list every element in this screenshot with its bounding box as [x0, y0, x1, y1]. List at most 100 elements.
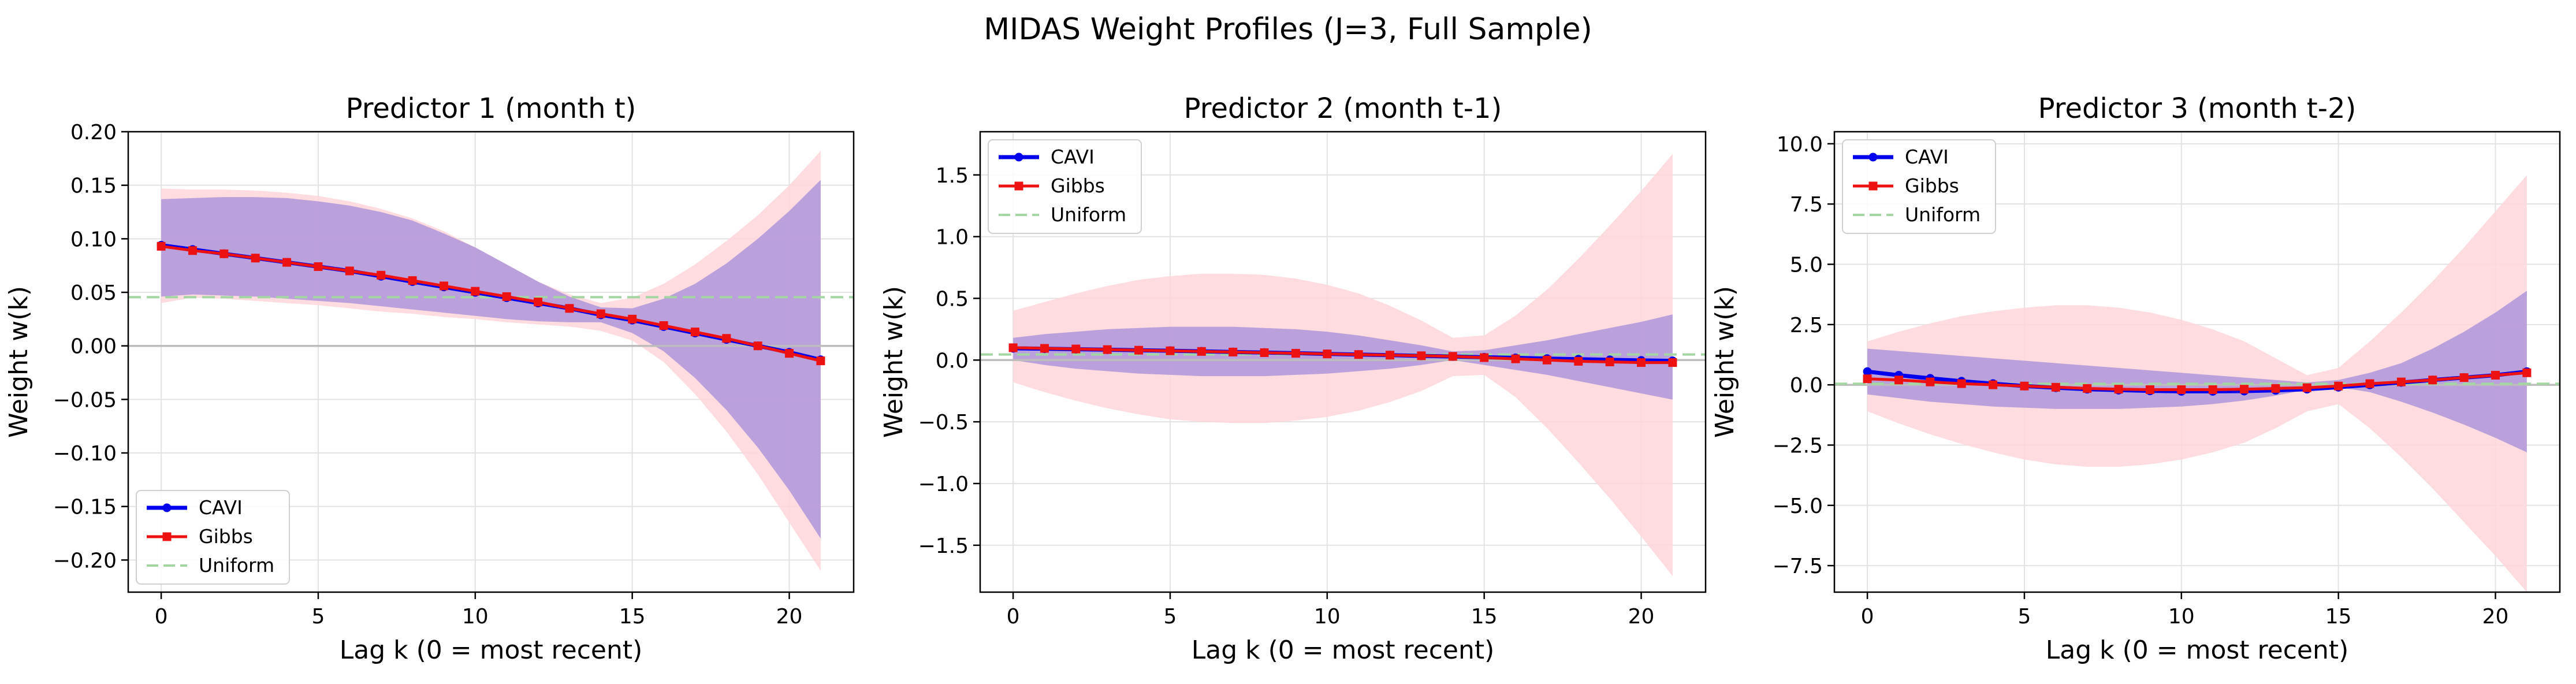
y-tick-label: 5.0	[1790, 254, 1823, 277]
gibbs-point	[157, 241, 166, 251]
x-axis-label: Lag k (0 = most recent)	[2046, 635, 2349, 665]
gibbs-point	[1008, 343, 1018, 352]
gibbs-point	[2459, 373, 2469, 382]
y-axis-label: Weight w(k)	[4, 286, 33, 438]
x-tick-label: 10	[1314, 605, 1341, 629]
gibbs-point	[785, 349, 794, 358]
x-tick-label: 0	[1861, 605, 1874, 629]
y-tick-label: 10.0	[1777, 133, 1823, 157]
x-tick-label: 20	[776, 605, 803, 629]
y-tick-label: 1.0	[936, 226, 969, 250]
gibbs-point	[690, 328, 699, 337]
plot-area	[1834, 175, 2560, 592]
x-tick-label: 10	[2168, 605, 2195, 629]
x-tick-label: 0	[155, 605, 168, 629]
gibbs-point	[596, 309, 605, 318]
gibbs-series-line	[1867, 371, 2527, 391]
legend-label: CAVI	[199, 496, 243, 519]
gibbs-point	[502, 292, 511, 301]
legend-label: Uniform	[199, 554, 274, 577]
gibbs-point	[1926, 377, 1935, 386]
gibbs-point	[2240, 385, 2249, 394]
legend-label: CAVI	[1905, 146, 1949, 168]
x-tick-label: 20	[2482, 605, 2509, 629]
y-tick-label: 0.20	[70, 121, 117, 144]
y-tick-label: 1.5	[936, 164, 969, 188]
panel-title: Predictor 1 (month t)	[346, 92, 636, 125]
cavi-credible-band	[1867, 291, 2527, 452]
y-tick-label: 0.00	[70, 335, 117, 359]
gibbs-point	[219, 249, 229, 258]
axes-frame	[1833, 131, 2561, 593]
y-tick-label: 7.5	[1790, 193, 1823, 217]
gibbs-point	[2145, 385, 2154, 394]
legend-gibbs-marker	[162, 532, 172, 541]
y-tick-label: −5.0	[1773, 495, 1823, 518]
plot-area	[128, 151, 854, 571]
legend-label: Gibbs	[199, 525, 253, 548]
y-tick-label: 0.10	[70, 228, 117, 251]
y-tick-label: 0.0	[936, 349, 969, 373]
gibbs-point	[2365, 379, 2374, 388]
gibbs-point	[1134, 345, 1144, 355]
gibbs-point	[1480, 353, 1489, 362]
gibbs-point	[2051, 382, 2060, 392]
y-tick-label: 0.5	[936, 287, 969, 311]
gibbs-point	[2334, 381, 2343, 391]
x-tick-label: 5	[311, 605, 325, 629]
gibbs-point	[1989, 380, 1998, 389]
gibbs-point	[2396, 377, 2406, 386]
x-axis-label: Lag k (0 = most recent)	[1192, 635, 1495, 665]
chart-panel-2: 0 5 10 15 20 −1.5 −1.0 −0.5 0.0 0.5 1.0 1.5 Predicto…	[879, 92, 1707, 665]
gibbs-series-line	[1013, 346, 1673, 365]
gibbs-point	[2271, 384, 2280, 393]
legend: CAVI Gibbs Uniform	[1842, 139, 1996, 234]
gibbs-point	[2208, 385, 2217, 394]
plot-area	[980, 154, 1706, 577]
gibbs-point	[282, 258, 292, 267]
gibbs-point	[314, 262, 323, 272]
gibbs-point	[1323, 350, 1332, 359]
gibbs-point	[1071, 344, 1081, 354]
gibbs-point	[345, 266, 354, 276]
x-tick-label: 15	[1471, 605, 1498, 629]
y-tick-label: −0.10	[53, 442, 117, 466]
legend-label: Gibbs	[1051, 174, 1105, 197]
gibbs-point	[659, 321, 668, 330]
legend-cavi-marker	[1014, 153, 1023, 162]
gibbs-point	[2114, 385, 2123, 394]
y-tick-label: −2.5	[1773, 434, 1823, 458]
gibbs-point	[188, 246, 197, 255]
gibbs-point	[2522, 368, 2532, 377]
x-tick-label: 20	[1628, 605, 1655, 629]
legend-cavi-marker	[162, 503, 172, 512]
gibbs-point	[534, 298, 543, 307]
legend: CAVI Gibbs Uniform	[136, 490, 290, 585]
gibbs-point	[565, 304, 574, 313]
gibbs-point	[722, 334, 731, 343]
legend-gibbs-marker	[1868, 181, 1878, 191]
gibbs-point	[1229, 347, 1238, 356]
gibbs-point	[1448, 352, 1457, 361]
legend-label: CAVI	[1051, 146, 1095, 168]
gibbs-point	[1957, 379, 1966, 388]
y-tick-label: 0.0	[1790, 374, 1823, 397]
gibbs-point	[1354, 350, 1363, 359]
axes-frame	[127, 131, 855, 593]
y-tick-label: −0.20	[53, 549, 117, 573]
gibbs-point	[1542, 355, 1551, 365]
gibbs-point	[628, 314, 637, 324]
axes-frame	[979, 131, 1707, 593]
legend-label: Gibbs	[1905, 174, 1959, 197]
cavi-point	[1863, 367, 1872, 376]
x-tick-label: 5	[1163, 605, 1177, 629]
gibbs-series-line	[161, 244, 821, 363]
x-tick-label: 0	[1007, 605, 1020, 629]
gibbs-point	[816, 356, 825, 366]
gibbs-point	[251, 254, 260, 263]
x-tick-label: 15	[619, 605, 646, 629]
y-tick-label: −7.5	[1773, 555, 1823, 578]
y-tick-label: −1.5	[918, 534, 969, 558]
gibbs-point	[2020, 381, 2029, 391]
